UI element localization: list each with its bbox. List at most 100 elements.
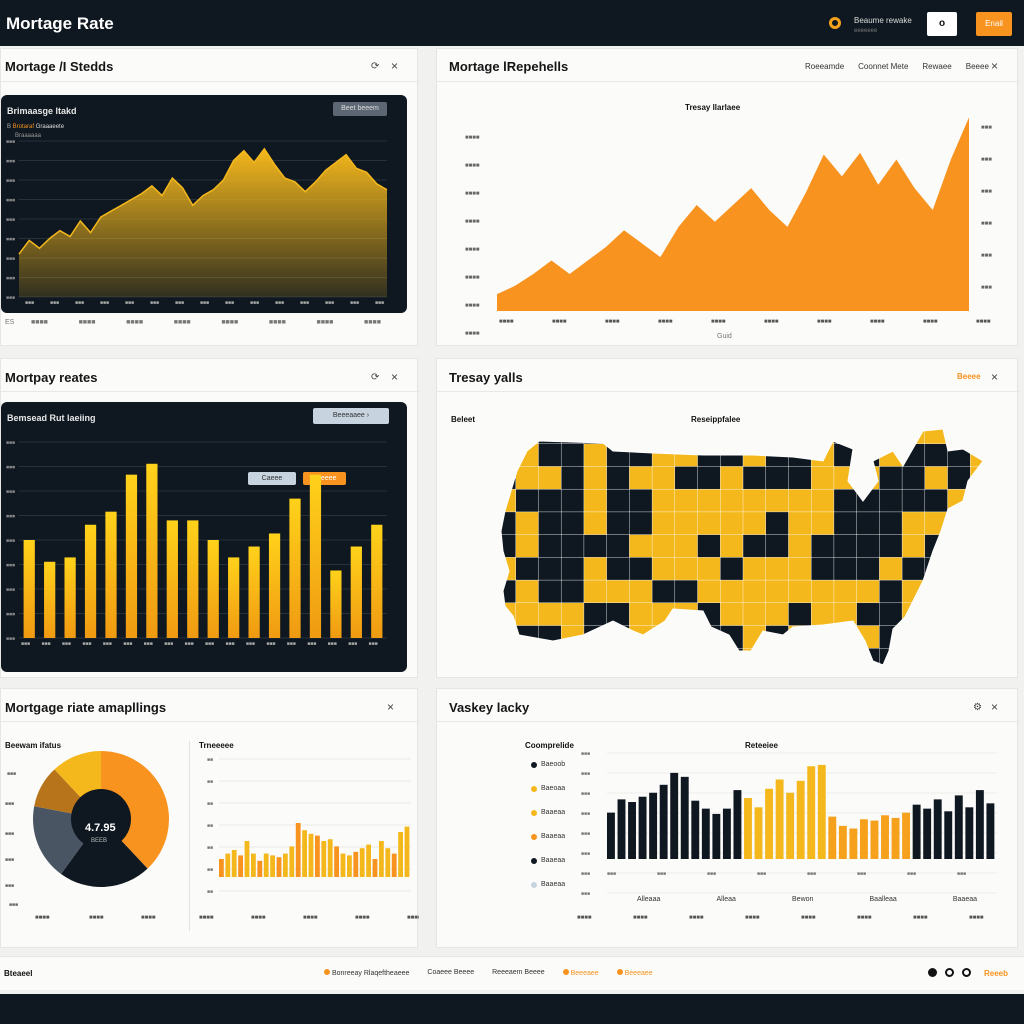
bar	[391, 853, 397, 877]
legend-b: Graaaeete	[35, 124, 65, 130]
map-region	[788, 488, 812, 513]
map-region	[856, 648, 881, 665]
x-tick-label: ■■■	[328, 641, 337, 647]
tab-3[interactable]: Rewaee	[922, 62, 952, 71]
map-region	[742, 579, 767, 604]
map-region	[720, 534, 744, 559]
map-region	[765, 466, 790, 490]
x-tick-label: ■■■	[225, 641, 234, 647]
map-region	[674, 557, 699, 581]
map-region	[720, 466, 744, 490]
info-icon[interactable]	[945, 968, 954, 977]
map-region	[515, 534, 540, 559]
y-tick-label: ■■■	[581, 791, 590, 797]
bar	[283, 853, 288, 877]
footer-item[interactable]: Bonreeay Rlaqeftheaeee	[324, 969, 409, 977]
footer-action[interactable]: Reeeb	[984, 969, 1009, 978]
bar	[796, 780, 805, 859]
y-tick-label: ■■■	[581, 831, 590, 837]
close-icon[interactable]: ×	[391, 370, 399, 384]
close-icon[interactable]: ×	[991, 59, 999, 73]
x-tick-label: ■■■■	[303, 915, 318, 921]
y-tick-label: ■■■■	[465, 331, 480, 337]
x-tick-label: ■■■	[200, 300, 209, 306]
map-region	[833, 488, 858, 513]
map-region	[560, 511, 585, 536]
refresh-icon[interactable]: ⟳	[371, 61, 380, 72]
filter-tag-a[interactable]: Caeee	[248, 472, 296, 485]
map-region	[810, 557, 835, 581]
map-region	[879, 466, 903, 490]
map-region	[674, 625, 699, 649]
map-region	[606, 429, 631, 445]
map-region	[879, 429, 903, 445]
help-icon[interactable]	[962, 968, 971, 977]
legend-title: Coomprelide	[525, 741, 574, 750]
map-region	[697, 429, 721, 445]
y-tick-label: ■■	[207, 845, 213, 851]
settings-icon[interactable]: ⚙	[973, 702, 982, 713]
x-tick-label: ■■■■	[499, 319, 514, 325]
map-region	[651, 443, 676, 468]
x-tick-label: ■■■	[369, 641, 378, 647]
map-region	[810, 625, 835, 649]
email-button[interactable]: Enail	[976, 12, 1012, 36]
map-region	[651, 557, 676, 581]
map-region	[947, 625, 971, 649]
x-tick-label: ■■■	[21, 641, 30, 647]
legend-a: Brotaraf	[12, 124, 35, 130]
x-tick-label: ■■■	[250, 300, 259, 306]
pie-axis-label: ■■■	[5, 857, 14, 863]
close-icon[interactable]: ×	[391, 59, 399, 73]
pie-axis-label: ■■■	[9, 902, 18, 908]
bar	[838, 825, 847, 859]
tab-4[interactable]: Beeee	[965, 62, 989, 71]
bar	[289, 498, 301, 638]
tab-2[interactable]: Coonnet Mete	[858, 62, 909, 71]
bar-chart-card: Bemsead Rut laeiing Beeeaaee › Caeee Bee…	[1, 402, 407, 672]
bar	[207, 540, 219, 638]
x-tick-label: ■■■■	[764, 319, 779, 325]
tab-1[interactable]: Roeeamde	[805, 62, 845, 71]
mini-bar-chart: ■■■■■■■■■■■■■■■■■■■■■■■■■■■■■■■■■■■■■■	[199, 757, 419, 921]
bar	[859, 819, 868, 859]
x-axis-first-label: ES	[5, 319, 15, 326]
map-region	[651, 466, 676, 490]
close-icon[interactable]: ×	[991, 700, 999, 714]
notification-icon[interactable]	[829, 17, 841, 29]
header-info-text: Beaume rewake	[854, 16, 912, 25]
footer-item[interactable]: Reeeaem Beeee	[492, 969, 545, 976]
map-region	[515, 466, 540, 490]
chart-dropdown-button[interactable]: Beeeaaee ›	[313, 408, 389, 424]
map-region	[674, 648, 699, 665]
map-region	[947, 429, 971, 445]
map-region	[720, 625, 744, 649]
footer-item[interactable]: Beeeaee	[616, 969, 653, 977]
map-region	[697, 648, 721, 665]
user-icon[interactable]	[928, 968, 937, 977]
bar	[289, 846, 295, 877]
search-input[interactable]: o	[927, 12, 957, 36]
close-icon[interactable]: ×	[991, 370, 999, 384]
panel-mortgage-reports: Mortage lRepehells Roeeamde Coonnet Mete…	[436, 48, 1019, 346]
map-region	[742, 648, 767, 665]
chart-dropdown-button[interactable]: Beet beeem	[333, 102, 387, 116]
area-chart-card: Brimaasge ltakd Beet beeem B Brotaraf Gr…	[1, 95, 407, 313]
bar	[231, 850, 237, 877]
map-region	[674, 602, 699, 627]
map-region	[583, 488, 608, 513]
close-icon[interactable]: ×	[387, 700, 395, 714]
map-region	[674, 534, 699, 559]
panel-link[interactable]: Beeee	[957, 372, 981, 381]
refresh-icon[interactable]: ⟳	[371, 372, 380, 383]
map-region	[606, 625, 631, 649]
pie-x-label: ■■■■	[89, 915, 104, 921]
map-region	[515, 443, 540, 468]
map-region	[629, 534, 653, 559]
panel-title: Mortage /I Stedds	[5, 59, 114, 74]
map-region	[742, 511, 767, 536]
footer-item[interactable]: Beeeaee	[562, 969, 599, 977]
panel-mortgage-rates: Mortpay reates ⟳ × Bemsead Rut laeiing B…	[0, 358, 419, 678]
pie-center-value: 4.7.95	[85, 822, 116, 834]
footer-item[interactable]: Coaeee Beeee	[427, 969, 475, 976]
